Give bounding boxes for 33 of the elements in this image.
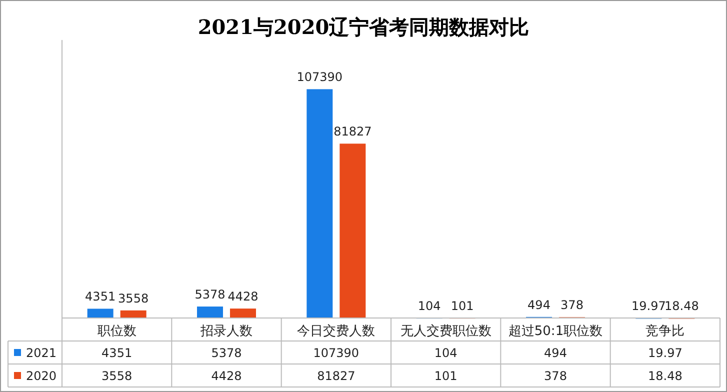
text: 81827 (317, 369, 356, 383)
text: 104 (434, 346, 458, 360)
text: 4351 (102, 346, 132, 360)
data-label: 4428 (228, 290, 258, 304)
text: 18.48 (648, 369, 682, 383)
text: 101 (434, 369, 458, 383)
x-tick-label: 竞争比 (646, 324, 685, 339)
x-tick-label: 招录人数 (200, 324, 252, 339)
data-label: 101 (450, 298, 474, 313)
data-label: 81827 (334, 124, 372, 139)
data-label: 19.97 (631, 298, 666, 313)
text: 4428 (211, 369, 242, 383)
legend-label: 2021 (26, 346, 57, 360)
x-tick-label: 今日交费人数 (297, 323, 376, 339)
data-label: 378 (560, 298, 584, 312)
data-label: 107390 (296, 70, 343, 84)
data-label: 494 (528, 298, 550, 312)
x-tick-label: 职位数 (97, 324, 136, 339)
data-label: 5378 (194, 288, 226, 302)
legend-label: 2020 (26, 369, 57, 383)
text: 494 (544, 346, 567, 360)
text: 19.97 (648, 346, 682, 360)
data-label: 104 (418, 298, 441, 313)
data-label: 18.48 (664, 298, 699, 313)
text: 5378 (211, 346, 242, 360)
text: 107390 (313, 346, 360, 360)
text: 3558 (102, 369, 132, 383)
data-label: 3558 (118, 291, 149, 306)
x-tick-label: 超过50:1职位数 (508, 324, 603, 339)
title: 2021与2020辽宁省考同期数据对比 (198, 15, 530, 39)
data-label: 4351 (85, 290, 116, 304)
text: 378 (544, 369, 567, 383)
x-tick-label: 无人交费职位数 (400, 323, 492, 339)
